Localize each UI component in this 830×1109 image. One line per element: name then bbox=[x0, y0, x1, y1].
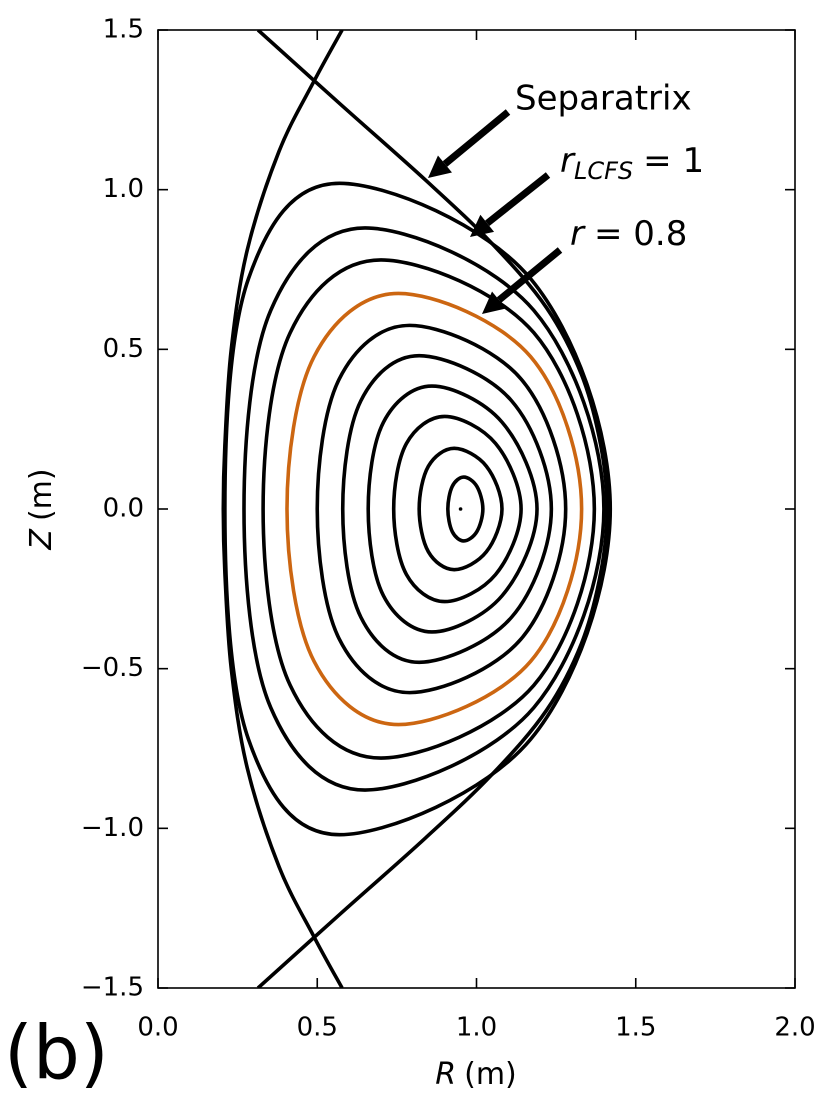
annotation: r = 0.8 bbox=[570, 214, 687, 254]
y-tick-label: 1.0 bbox=[103, 174, 144, 204]
annotation-arrow bbox=[442, 109, 511, 167]
y-tick-label: 1.5 bbox=[103, 15, 144, 45]
annotation: rLCFS = 1 bbox=[560, 141, 704, 186]
x-axis-var: R bbox=[435, 1057, 456, 1092]
flux-surface bbox=[391, 414, 523, 604]
y-tick-label: 0.5 bbox=[103, 334, 144, 364]
annotation-sub: LCFS bbox=[574, 157, 633, 185]
y-axis-unit: (m) bbox=[24, 468, 59, 521]
plot-area bbox=[221, 30, 613, 988]
x-tick-label: 1.0 bbox=[456, 1013, 497, 1043]
annotation-arrowhead bbox=[482, 291, 506, 314]
y-tick-label: 0.0 bbox=[103, 494, 144, 524]
separatrix bbox=[221, 30, 344, 988]
x-tick-label: 1.5 bbox=[615, 1013, 656, 1043]
annotation-arrow bbox=[485, 172, 551, 227]
flux-surface bbox=[417, 446, 504, 572]
flux-surface bbox=[223, 181, 613, 837]
x-tick-label: 0.0 bbox=[137, 1013, 178, 1043]
annotation-var: r bbox=[570, 214, 586, 254]
y-axis-label: Z (m) bbox=[24, 468, 59, 550]
flux-surface bbox=[446, 475, 485, 543]
annotation-arrow bbox=[496, 247, 563, 303]
flux-surface bbox=[285, 291, 584, 727]
x-axis-label: R (m) bbox=[435, 1057, 517, 1092]
y-axis-var: Z bbox=[24, 528, 59, 551]
x-tick-label: 2.0 bbox=[774, 1013, 815, 1043]
flux-surface bbox=[242, 226, 606, 792]
x-tick-label: 0.5 bbox=[297, 1013, 338, 1043]
separatrix bbox=[256, 30, 609, 988]
panel-label: (b) bbox=[4, 1011, 109, 1097]
flux-surface bbox=[315, 323, 568, 695]
annotation-arrowhead bbox=[428, 155, 452, 178]
y-tick-label: −1.0 bbox=[81, 813, 144, 843]
flux-surface bbox=[261, 258, 597, 760]
y-tick-label: −0.5 bbox=[81, 653, 144, 683]
annotation-arrowhead bbox=[470, 214, 495, 237]
flux-surface bbox=[340, 353, 554, 665]
annotation-rest: = 0.8 bbox=[594, 214, 687, 254]
magnetic-axis bbox=[458, 507, 463, 511]
annotation: Separatrix bbox=[515, 79, 692, 119]
annotation-rest: = 1 bbox=[643, 141, 704, 181]
flux-surface bbox=[366, 384, 539, 634]
y-tick-label: −1.5 bbox=[81, 973, 144, 1003]
x-axis-unit: (m) bbox=[464, 1057, 517, 1092]
annotation-var: r bbox=[560, 141, 576, 181]
